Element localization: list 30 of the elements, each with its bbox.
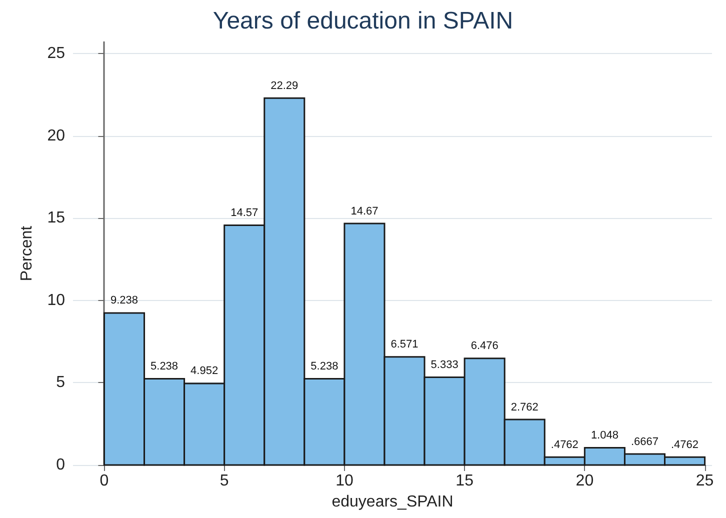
data-label: 4.952 (190, 365, 218, 378)
data-label: 14.67 (350, 205, 378, 218)
data-label: 2.762 (510, 401, 538, 414)
y-tick-label: 25 (47, 45, 66, 62)
data-label: 6.571 (390, 338, 418, 351)
y-axis-title: Percent (18, 225, 36, 282)
y-tick-label: 20 (47, 127, 66, 144)
x-tick-label: 20 (576, 472, 594, 490)
x-tick-label: 25 (696, 472, 714, 490)
y-tick-label: 10 (47, 292, 66, 309)
data-label: 5.238 (150, 360, 178, 373)
data-label: 5.333 (430, 358, 458, 371)
x-axis-title: eduyears_SPAIN (332, 493, 454, 510)
data-label: 1.048 (590, 430, 618, 442)
data-label: 5.238 (310, 360, 338, 373)
x-tick-label: 5 (220, 472, 229, 490)
data-label: 6.476 (470, 340, 498, 352)
data-label: 9.238 (110, 294, 138, 307)
data-label: 22.29 (270, 80, 298, 92)
data-label: .4762 (550, 438, 578, 451)
y-tick-label: 5 (56, 374, 66, 392)
x-tick-label: 0 (100, 472, 109, 490)
y-tick-label: 0 (56, 456, 66, 474)
x-tick-label: 10 (336, 472, 354, 490)
data-label: .4762 (671, 438, 699, 451)
y-tick-label: 15 (47, 210, 66, 227)
x-tick-label: 15 (456, 472, 474, 490)
data-label: 14.57 (230, 206, 258, 219)
chart-title: Years of education in SPAIN (212, 8, 514, 34)
data-label: .6667 (630, 436, 658, 448)
